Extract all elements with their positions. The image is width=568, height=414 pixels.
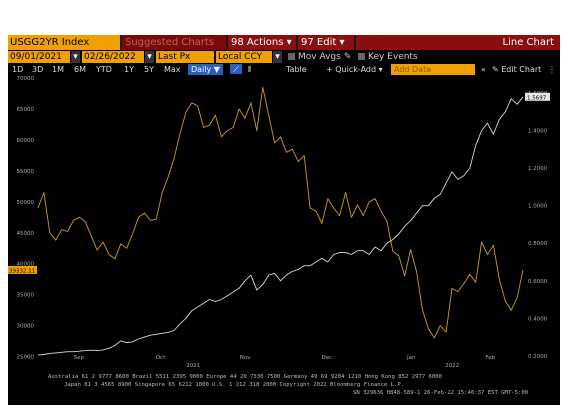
period-max[interactable]: Max [164, 65, 181, 74]
currency-select[interactable]: Local CCY [216, 51, 272, 63]
last-value-tag-left [8, 265, 37, 274]
x-month-label: Oct [156, 355, 166, 361]
left-tick-label: 30000 [17, 324, 35, 330]
ticker-field[interactable]: USGG2YR Index [8, 35, 120, 50]
pencil-icon: ✎ [492, 65, 499, 74]
checkbox-icon [358, 53, 365, 60]
key-events-toggle[interactable]: Key Events [358, 51, 418, 63]
date-to-dropdown-icon[interactable]: ▾ [145, 51, 154, 63]
left-tick-label: 50000 [17, 200, 35, 206]
x-month-label: Dec [321, 355, 332, 361]
period-1y[interactable]: 1Y [124, 65, 134, 74]
suggested-charts-button[interactable]: Suggested Charts [122, 35, 226, 50]
right-tick-label: 0.8000 [528, 241, 548, 247]
period-ytd[interactable]: YTD [96, 65, 112, 74]
right-axis-ticks: 0.2000 0.4000 0.6000 0.8000 1.0000 1.2000 1.40… [528, 91, 548, 360]
line-style-icon[interactable]: ⟋ [230, 64, 242, 74]
last-value-tag-right [525, 92, 550, 101]
edit-chart-label: Edit Chart [501, 65, 542, 74]
left-tick-label: 35000 [17, 293, 35, 299]
x-axis-labels: Sep Oct Nov Dec Jan Feb 2021 2022 [74, 355, 496, 369]
left-tick-label: 40000 [17, 262, 35, 268]
period-3d[interactable]: 3D [32, 65, 44, 74]
quick-add-label: + Quick-Add [326, 65, 377, 74]
chevron-down-icon: ▾ [339, 37, 345, 48]
footer-contacts-line1: Australia 61 2 9777 8600 Brazil 5511 239… [48, 374, 442, 380]
mov-avgs-label: Mov Avgs [298, 52, 341, 62]
frequency-label: Daily [191, 65, 212, 74]
left-tick-label: 55000 [17, 169, 35, 175]
date-from-field[interactable]: 09/01/2021 [8, 51, 70, 63]
right-tick-label: 0.4000 [528, 316, 548, 322]
price-field-select[interactable]: Last Px [156, 51, 214, 63]
footer-session-line: SN 329636 H848-589-1 26-Feb-22 15:40:37 … [353, 390, 528, 396]
series-line-gold [37, 86, 524, 339]
footer-contacts-line2: Japan 81 3 4565 8900 Singapore 65 6212 1… [64, 382, 404, 388]
period-bar: 1D 3D 1M 6M YTD 1Y 5Y Max Daily ▼ ⟋ ⫴ Ta… [8, 63, 560, 76]
x-month-label: Nov [240, 355, 251, 361]
left-axis-ticks: 25000 30000 35000 40000 45000 50000 55000 60000… [17, 76, 35, 361]
settings-bar: 09/01/2021 ▾ 02/26/2022 ▾ Last Px Local … [8, 50, 560, 63]
more-icon[interactable]: ⋮ [548, 65, 556, 74]
left-tick-label: 45000 [17, 231, 35, 237]
collapse-icon[interactable]: « [481, 65, 486, 74]
bloomberg-terminal: USGG2YR Index Suggested Charts 98 Action… [8, 35, 560, 405]
series-line-white [37, 96, 524, 356]
currency-dropdown-icon[interactable]: ▾ [273, 51, 282, 63]
actions-menu[interactable]: 98 Actions ▾ [228, 35, 296, 50]
last-value-right: 1.5697 [527, 95, 547, 101]
left-tick-label: 70000 [17, 76, 35, 82]
mov-avgs-toggle[interactable]: Mov Avgs ✎ [288, 51, 351, 63]
date-to-field[interactable]: 02/26/2022 [82, 51, 144, 63]
quick-add-menu[interactable]: + Quick-Add ▾ [326, 64, 383, 75]
x-month-label: Feb [485, 355, 495, 361]
chevron-down-icon: ▾ [378, 65, 383, 74]
line-chart: 25000 30000 35000 40000 45000 50000 55000 60000… [8, 76, 550, 396]
edit-label: 97 Edit [301, 37, 337, 48]
x-year-label: 2022 [445, 363, 459, 369]
right-tick-label: 1.4000 [528, 129, 548, 135]
chart-type-label: Line Chart [356, 35, 560, 50]
right-tick-label: 0.6000 [528, 279, 548, 285]
x-month-label: Sep [74, 355, 85, 361]
add-data-input[interactable]: Add Data [391, 64, 475, 75]
period-5y[interactable]: 5Y [144, 65, 154, 74]
last-value-left: 39332.11 [9, 268, 35, 274]
period-6m[interactable]: 6M [74, 65, 86, 74]
period-1d[interactable]: 1D [12, 65, 24, 74]
pencil-icon: ✎ [343, 52, 352, 62]
left-tick-label: 65000 [17, 107, 35, 113]
edit-chart-button[interactable]: ✎ Edit Chart [492, 64, 541, 75]
bar-style-icon[interactable]: ⫴ [248, 65, 252, 74]
checkbox-icon [288, 53, 295, 60]
key-events-label: Key Events [368, 52, 418, 62]
right-tick-label: 0.2000 [528, 354, 548, 360]
chevron-down-icon: ▼ [213, 65, 220, 74]
title-bar: USGG2YR Index Suggested Charts 98 Action… [8, 35, 560, 50]
left-tick-label: 25000 [17, 355, 35, 361]
table-button[interactable]: Table [286, 65, 307, 74]
right-tick-label: 1.2000 [528, 166, 548, 172]
period-1m[interactable]: 1M [52, 65, 64, 74]
edit-menu[interactable]: 97 Edit ▾ [298, 35, 354, 50]
left-tick-label: 60000 [17, 138, 35, 144]
frequency-select[interactable]: Daily ▼ [188, 64, 223, 75]
date-from-dropdown-icon[interactable]: ▾ [71, 51, 80, 63]
x-year-label: 2021 [186, 363, 200, 369]
chevron-down-icon: ▾ [286, 37, 292, 48]
x-month-label: Jan [406, 355, 416, 361]
actions-label: 98 Actions [231, 37, 284, 48]
right-tick-label: 1.0000 [528, 204, 548, 210]
